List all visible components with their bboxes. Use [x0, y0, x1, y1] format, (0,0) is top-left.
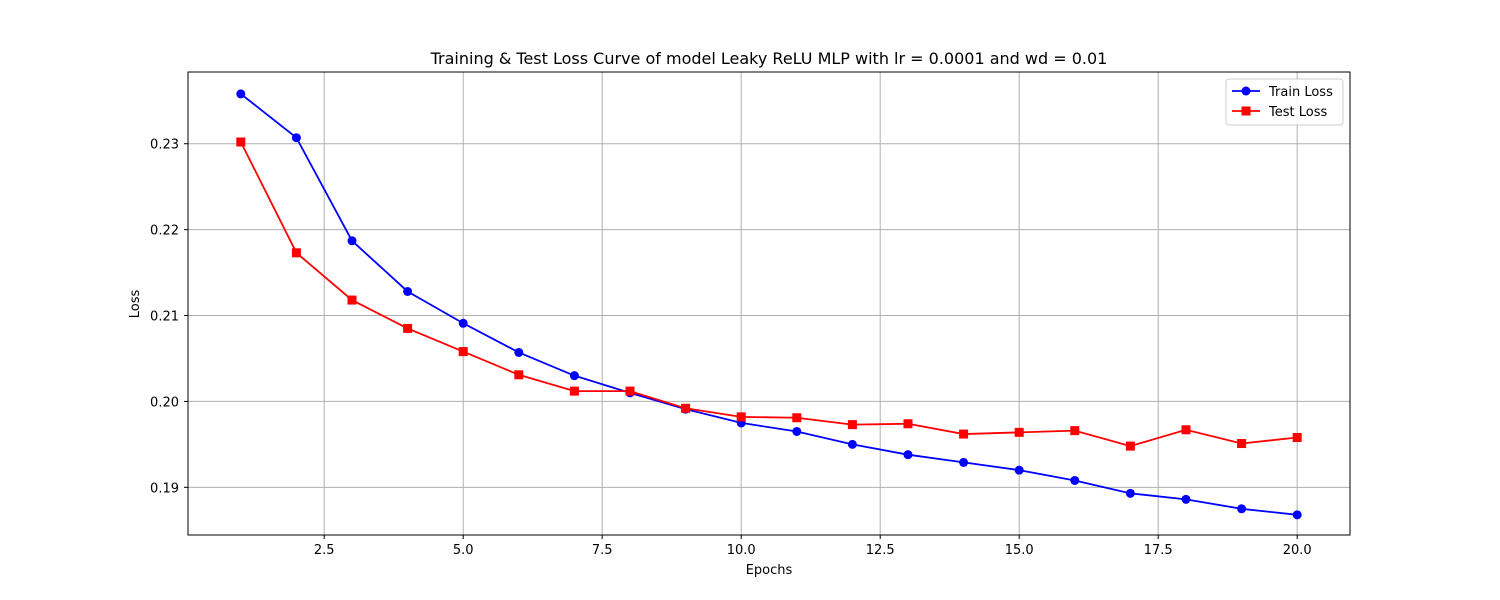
train-loss-point — [792, 426, 802, 436]
legend-test-loss-marker — [1241, 106, 1251, 116]
test-loss-point — [1181, 425, 1191, 435]
x-tick-label: 17.5 — [1144, 543, 1173, 558]
test-loss-point — [403, 323, 413, 333]
test-loss-point — [1014, 427, 1024, 437]
x-tick-label: 2.5 — [314, 543, 335, 558]
test-loss-point — [347, 295, 357, 305]
train-loss-point — [291, 133, 301, 143]
y-tick-label: 0.23 — [150, 138, 179, 153]
test-loss-point — [959, 429, 969, 439]
train-loss-point — [1125, 488, 1135, 498]
train-loss-point — [569, 371, 579, 381]
chart-title: Training & Test Loss Curve of model Leak… — [430, 49, 1108, 68]
x-tick-label: 7.5 — [592, 543, 613, 558]
axes: 2.5 5.0 7.5 10.0 12.5 15.0 17.5 20.0 0.19 0.20 0.2… — [150, 71, 1351, 558]
y-tick-label: 0.20 — [150, 395, 179, 410]
train-loss-point — [1014, 465, 1024, 475]
test-loss-point — [903, 419, 913, 429]
test-loss-point — [847, 420, 857, 430]
test-loss-point — [1237, 439, 1247, 449]
train-loss-point — [959, 457, 969, 467]
legend-test-loss-label: Test Loss — [1268, 105, 1327, 120]
test-loss-point — [625, 386, 635, 396]
test-loss-point — [792, 413, 802, 423]
train-loss-point — [347, 236, 357, 246]
x-tick-label: 12.5 — [866, 543, 895, 558]
legend: Train Loss Test Loss — [1225, 78, 1344, 126]
train-loss-point — [1292, 510, 1302, 520]
test-loss-point — [736, 412, 746, 422]
x-tick-label: 20.0 — [1283, 543, 1312, 558]
test-loss-point — [1125, 441, 1135, 451]
x-tick-label: 10.0 — [727, 543, 756, 558]
train-loss-point — [403, 286, 413, 296]
train-loss-point — [458, 318, 468, 328]
legend-train-loss-marker — [1241, 86, 1251, 96]
plot-frame — [187, 71, 1351, 536]
test-loss-point — [458, 347, 468, 357]
train-loss-point — [236, 89, 246, 99]
y-tick-label: 0.21 — [150, 310, 179, 325]
train-loss-point — [1237, 504, 1247, 514]
train-loss-point — [903, 450, 913, 460]
train-loss-point — [847, 439, 857, 449]
y-axis-label: Loss — [128, 290, 143, 319]
train-loss-point — [514, 347, 524, 357]
train-loss-line — [240, 93, 1298, 516]
test-loss-point — [681, 403, 691, 413]
x-axis-label: Epochs — [746, 563, 793, 578]
test-loss-point — [514, 370, 524, 380]
test-loss-point — [1292, 433, 1302, 443]
test-loss-point — [569, 386, 579, 396]
test-loss-line — [240, 141, 1298, 448]
test-loss-point — [1070, 426, 1080, 436]
x-tick-label: 15.0 — [1005, 543, 1034, 558]
x-tick-label: 5.0 — [453, 543, 474, 558]
test-loss-point — [291, 248, 301, 258]
train-loss-point — [1181, 494, 1191, 504]
y-tick-label: 0.22 — [150, 224, 179, 239]
train-loss-point — [1070, 475, 1080, 485]
y-tick-label: 0.19 — [150, 481, 179, 496]
series-lines — [236, 89, 1302, 520]
test-loss-point — [236, 137, 246, 147]
legend-train-loss-label: Train Loss — [1268, 85, 1333, 100]
